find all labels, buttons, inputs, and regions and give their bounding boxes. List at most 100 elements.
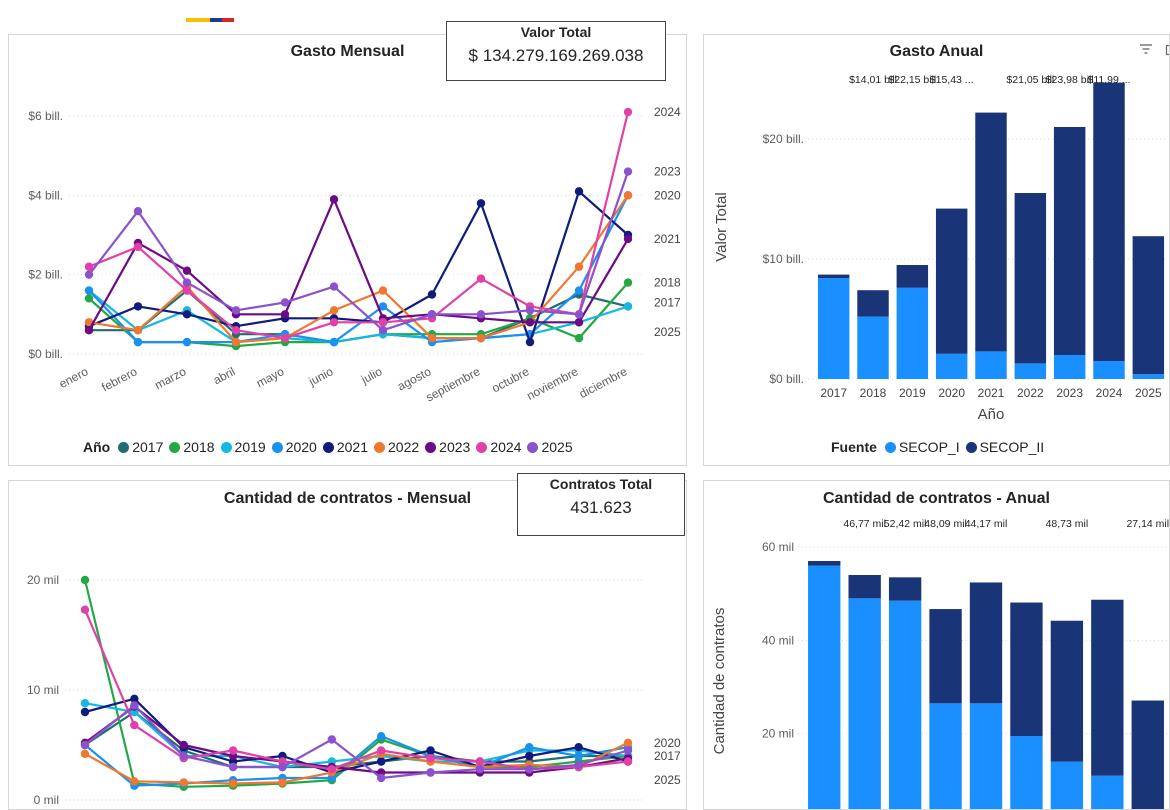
legend-item-2019[interactable]: 2019 xyxy=(221,439,266,455)
data-point-2023 xyxy=(624,235,632,243)
data-point-2024 xyxy=(232,326,240,334)
legend-item-2020[interactable]: 2020 xyxy=(272,439,317,455)
data-point-2021 xyxy=(183,310,191,318)
legend-label: 2021 xyxy=(337,439,368,455)
data-point-2025 xyxy=(624,167,632,175)
bar-total-label: 52,42 mil xyxy=(884,518,927,530)
bar-segment-SECOP_II xyxy=(897,265,928,288)
bar-segment-SECOP_II xyxy=(818,275,849,279)
series-line-2022 xyxy=(85,743,628,784)
data-point-2024 xyxy=(130,721,138,729)
legend-item-SECOP_II[interactable]: SECOP_II xyxy=(966,439,1045,455)
logo-segment-red xyxy=(222,18,234,22)
data-point-2024 xyxy=(81,606,89,614)
data-point-2025 xyxy=(278,763,286,771)
series-end-label: 2017 xyxy=(654,295,681,309)
bar-segment-SECOP_II xyxy=(848,575,880,598)
card-value: $ 134.279.169.269.038 xyxy=(447,46,665,66)
bar-segment-SECOP_I xyxy=(897,288,928,379)
legend-marker xyxy=(476,442,487,453)
legend-item-2025[interactable]: 2025 xyxy=(527,439,572,455)
data-point-2024 xyxy=(379,318,387,326)
data-point-2023 xyxy=(180,741,188,749)
legend-item-2018[interactable]: 2018 xyxy=(169,439,214,455)
legend-item-2021[interactable]: 2021 xyxy=(323,439,368,455)
bar-total-label: 48,09 mil xyxy=(924,518,967,530)
gasto-mensual-panel[interactable]: Gasto Mensual $0 bill.$2 bill.$4 bill.$6… xyxy=(8,34,687,466)
legend-marker xyxy=(425,442,436,453)
fuente-legend: Fuente SECOP_I SECOP_II xyxy=(831,439,1050,455)
data-point-2024 xyxy=(328,765,336,773)
series-end-label: 2025 xyxy=(654,325,681,339)
series-end-label: 2025 xyxy=(654,773,681,787)
bar-total-label: 44,17 mil xyxy=(965,518,1008,530)
data-point-2024 xyxy=(476,757,484,765)
data-point-2024 xyxy=(183,286,191,294)
data-point-2022 xyxy=(477,334,485,342)
data-point-2023 xyxy=(526,318,534,326)
data-point-2025 xyxy=(476,765,484,773)
y-tick-label: 20 mil xyxy=(27,573,59,587)
data-point-2022 xyxy=(130,777,138,785)
data-point-2025 xyxy=(134,207,142,215)
bar-segment-SECOP_II xyxy=(1010,603,1042,736)
data-point-2024 xyxy=(229,746,237,754)
data-point-2021 xyxy=(134,302,142,310)
data-point-2025 xyxy=(229,763,237,771)
data-point-2024 xyxy=(426,754,434,762)
legend-label: 2022 xyxy=(388,439,419,455)
x-tick-label: noviembre xyxy=(524,364,580,403)
bar-segment-SECOP_I xyxy=(1091,776,1123,810)
bar-segment-SECOP_I xyxy=(975,351,1006,379)
data-point-2021 xyxy=(428,290,436,298)
legend-marker xyxy=(966,442,977,453)
legend-item-SECOP_I[interactable]: SECOP_I xyxy=(885,439,960,455)
gasto-anual-panel[interactable]: Gasto Anual $0 bill.$10 bill.$20 bill.20… xyxy=(703,34,1170,466)
legend-item-2023[interactable]: 2023 xyxy=(425,439,470,455)
legend-marker xyxy=(323,442,334,453)
x-tick-label: 2021 xyxy=(978,386,1005,400)
data-point-2021 xyxy=(426,746,434,754)
legend-title: Fuente xyxy=(831,439,877,455)
x-tick-label: mayo xyxy=(254,364,287,390)
bar-total-label: 48,73 mil xyxy=(1046,518,1089,530)
legend-item-2022[interactable]: 2022 xyxy=(374,439,419,455)
data-point-2022 xyxy=(624,739,632,747)
series-end-label: 2023 xyxy=(654,165,681,179)
data-point-2025 xyxy=(428,310,436,318)
legend-item-2017[interactable]: 2017 xyxy=(118,439,163,455)
contratos-total-card[interactable]: Contratos Total 431.623 xyxy=(517,473,685,536)
bar-segment-SECOP_II xyxy=(929,609,961,703)
data-point-2024 xyxy=(330,318,338,326)
x-tick-label: 2024 xyxy=(1096,386,1123,400)
bar-segment-SECOP_I xyxy=(1054,355,1085,379)
y-tick-label: $0 bill. xyxy=(769,372,804,386)
data-point-2024 xyxy=(134,243,142,251)
valor-total-card[interactable]: Valor Total $ 134.279.169.269.038 xyxy=(446,21,666,81)
data-point-2021 xyxy=(575,187,583,195)
data-point-2022 xyxy=(379,286,387,294)
data-point-2021 xyxy=(525,752,533,760)
data-point-2025 xyxy=(379,326,387,334)
data-point-2020 xyxy=(183,338,191,346)
data-point-2023 xyxy=(281,310,289,318)
data-point-2025 xyxy=(130,701,138,709)
legend-marker xyxy=(118,442,129,453)
series-end-label: 2020 xyxy=(654,188,681,202)
data-point-2022 xyxy=(229,779,237,787)
legend-item-2024[interactable]: 2024 xyxy=(476,439,521,455)
legend-marker xyxy=(374,442,385,453)
legend-marker xyxy=(169,442,180,453)
data-point-2022 xyxy=(232,338,240,346)
data-point-2022 xyxy=(278,778,286,786)
legend-label: SECOP_I xyxy=(899,439,960,455)
y-axis-title: Cantidad de contratos xyxy=(711,608,728,755)
data-point-2021 xyxy=(377,757,385,765)
x-tick-label: 2022 xyxy=(1017,386,1044,400)
data-point-2025 xyxy=(575,310,583,318)
x-tick-label: julio xyxy=(358,364,385,387)
y-tick-label: $2 bill. xyxy=(28,268,63,282)
